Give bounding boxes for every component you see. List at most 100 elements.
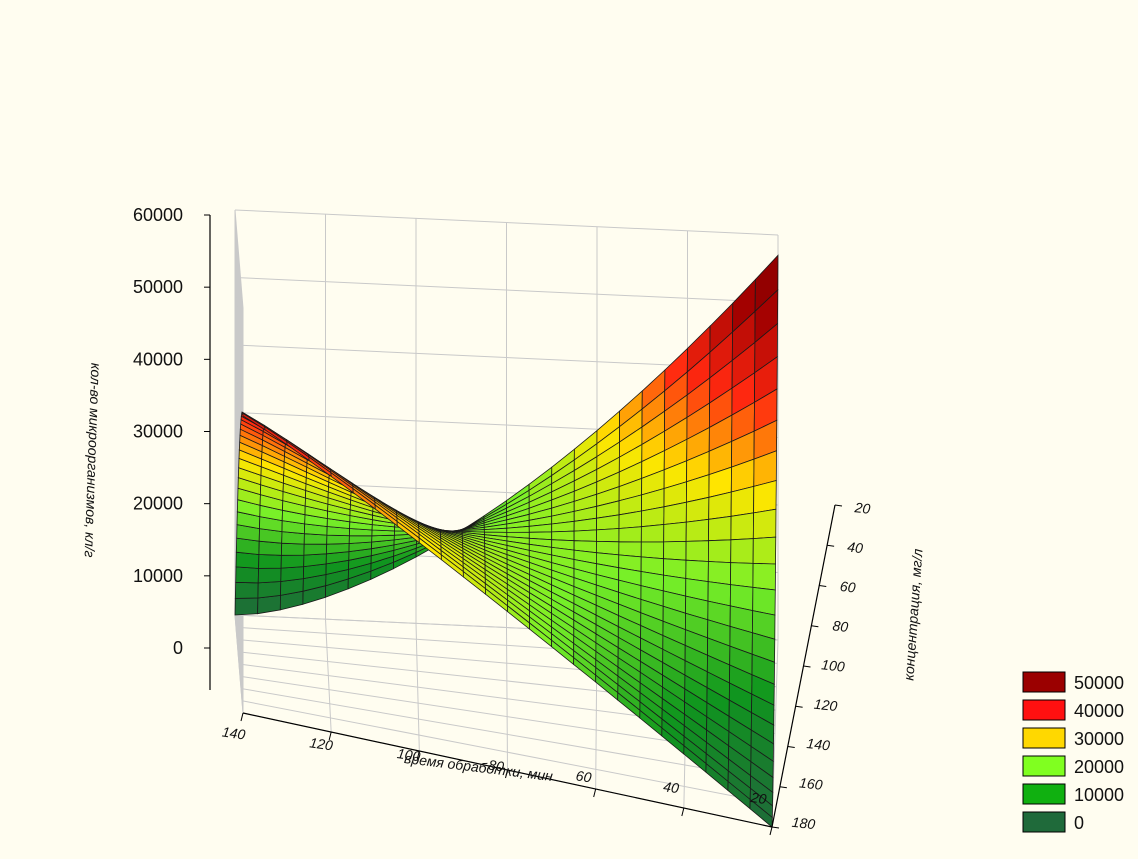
y-tick-mark [834, 504, 843, 507]
z-axis-title: кол-во микроорганизмов, кл/г [82, 363, 105, 558]
y-tick-mark [811, 625, 819, 628]
x-tick-mark [240, 712, 244, 722]
y-tick-label: 80 [832, 617, 849, 635]
surface-cell [257, 581, 282, 599]
grid-line-left-z [234, 209, 244, 309]
x-tick-mark [681, 807, 685, 817]
legend-swatch [1022, 811, 1066, 833]
legend-label: 30000 [1074, 729, 1124, 749]
surface-cell [235, 551, 260, 569]
y-tick-mark [819, 585, 827, 587]
surface-cell [753, 479, 777, 514]
x-tick-label: 40 [662, 778, 680, 796]
surface-cell [326, 534, 350, 545]
legend: 50000 40000 30000 20000 10000 0 [1022, 671, 1124, 833]
surface-cell [640, 541, 665, 560]
grid-line-left-z [234, 277, 244, 376]
x-tick-mark [505, 769, 508, 779]
legend-label: 40000 [1074, 701, 1124, 721]
surface-cell [730, 512, 755, 541]
grid-line-far-z [234, 209, 779, 236]
surface-cell [685, 518, 710, 542]
surface-cell [280, 542, 305, 556]
x-tick-mark [769, 826, 773, 836]
surface-cell [325, 543, 350, 555]
surface-cell [551, 530, 575, 542]
surface-cell [234, 581, 259, 599]
legend-swatch [1022, 783, 1066, 805]
surface-cell [752, 508, 777, 540]
surface-cell [258, 554, 282, 569]
surface-cell [618, 541, 642, 558]
surface-cell [280, 554, 305, 569]
surface-cell [752, 562, 776, 591]
legend-swatch [1022, 699, 1066, 721]
legend-label: 10000 [1074, 785, 1124, 805]
grid-line-far-z [234, 277, 779, 303]
z-tick-label: 40000 [133, 349, 183, 369]
z-tick-label: 50000 [133, 277, 183, 297]
legend-swatch [1022, 755, 1066, 777]
surface-cell [708, 515, 732, 542]
surface-cell [685, 540, 709, 562]
y-tick-mark [803, 665, 811, 668]
surface-cell [730, 562, 754, 588]
z-tick-label: 10000 [133, 566, 183, 586]
y-axis-title: концентрация, мг/л [900, 548, 925, 681]
surface-cell [685, 559, 709, 583]
surface-cell [257, 594, 281, 615]
surface-cell [730, 538, 754, 564]
surface-cell [348, 535, 373, 544]
x-axis-title: время обработки, мин [403, 750, 554, 784]
surface-cell [235, 566, 260, 584]
x-tick-label: 80 [487, 757, 505, 775]
surface-cell [663, 521, 687, 543]
x-tick-label: 120 [309, 734, 335, 753]
y-tick-label: 180 [791, 814, 816, 832]
surface-cell [257, 567, 282, 584]
y-tick-mark [795, 705, 803, 708]
grid-line-floor-y [240, 688, 774, 781]
legend-swatch [1022, 727, 1066, 749]
y-tick-mark [827, 544, 835, 547]
surface-cell [258, 540, 283, 556]
surface-cell [596, 528, 620, 543]
tick-labels: 0 10000 20000 30000 40000 50000 60000 140 120 100… [133, 205, 871, 836]
y-tick-label: 160 [798, 774, 823, 792]
legend-label: 0 [1074, 813, 1084, 833]
y-tick-label: 60 [839, 578, 856, 596]
surface-cell [640, 524, 665, 543]
legend-label: 50000 [1074, 673, 1124, 693]
z-tick-label: 0 [173, 638, 183, 658]
x-tick-mark [328, 731, 332, 741]
grid-line-floor-y [241, 700, 773, 805]
legend-label: 20000 [1074, 757, 1124, 777]
x-tick-label: 20 [749, 789, 768, 807]
x-tick-label: 100 [396, 745, 422, 764]
x-tick-label: 60 [575, 767, 593, 785]
surface-cell [303, 543, 328, 556]
surface-cell [303, 553, 327, 568]
surface-cell [707, 539, 732, 564]
z-tick-label: 20000 [133, 494, 183, 514]
surface-cell [707, 561, 732, 586]
y-tick-mark [787, 746, 795, 748]
surface-cell [752, 536, 777, 565]
y-tick-label: 120 [813, 696, 838, 714]
y-tick-label: 20 [853, 499, 871, 517]
surface-cell [730, 485, 755, 517]
y-tick-label: 140 [806, 735, 831, 753]
x-tick-mark [593, 788, 597, 798]
y-tick-label: 100 [821, 656, 846, 674]
surface-cell [234, 597, 259, 616]
surface-cell [663, 540, 687, 561]
y-tick-label: 40 [847, 539, 864, 557]
surface-cell [618, 526, 642, 543]
surface-cell [280, 566, 305, 582]
surface-cell [573, 529, 598, 542]
y-tick-mark [779, 786, 787, 789]
z-tick-label: 60000 [133, 205, 183, 225]
surface-mesh [234, 254, 779, 828]
